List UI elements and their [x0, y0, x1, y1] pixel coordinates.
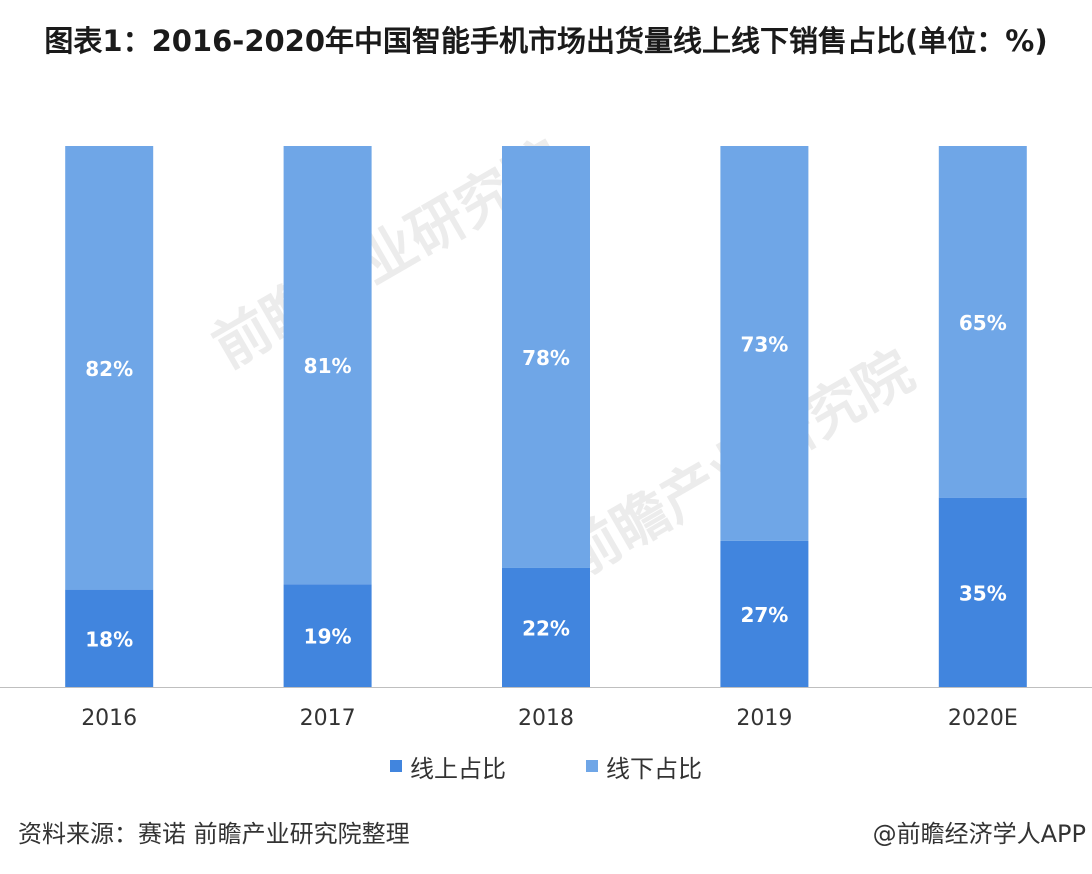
- legend: 线上占比 线下占比: [0, 748, 1092, 784]
- x-tick-label-2019: 2019: [736, 706, 792, 731]
- bar-offline-2017: [283, 146, 372, 585]
- data-label-online-2020E: 35%: [959, 581, 1007, 605]
- bar-online-2016: [65, 589, 154, 687]
- bar-offline-2020E: [938, 146, 1027, 498]
- source-note: 资料来源：赛诺 前瞻产业研究院整理: [18, 820, 410, 848]
- bar-offline-2019: [720, 146, 809, 541]
- x-tick-label-2020E: 2020E: [948, 706, 1018, 731]
- legend-item-online: 线上占比: [390, 749, 506, 784]
- x-tick-label-2017: 2017: [300, 706, 356, 731]
- x-tick-label-2016: 2016: [81, 706, 137, 731]
- data-label-online-2018: 22%: [522, 616, 570, 640]
- data-label-online-2019: 27%: [740, 603, 788, 627]
- bar-online-2017: [283, 584, 372, 687]
- bar-offline-2016: [65, 146, 154, 590]
- legend-label-offline: 线下占比: [606, 754, 702, 783]
- legend-item-offline: 线下占比: [586, 749, 702, 784]
- bar-online-2018: [502, 567, 590, 687]
- data-label-offline-2020E: 65%: [959, 311, 1007, 335]
- legend-swatch-offline: [586, 760, 598, 772]
- data-label-online-2017: 19%: [304, 625, 352, 649]
- bar-offline-2018: [502, 146, 590, 568]
- chart-title: 图表1：2016-2020年中国智能手机市场出货量线上线下销售占比(单位：%): [44, 24, 1048, 58]
- legend-swatch-online: [390, 760, 402, 772]
- stacked-bar-chart: 18% 82% 2016 19% 81% 2017 22% 78% 2018 27% 73% 2019…: [0, 146, 1092, 731]
- bar-online-2019: [720, 540, 809, 687]
- data-label-offline-2019: 73%: [740, 332, 788, 356]
- data-label-offline-2017: 81%: [304, 354, 352, 378]
- bar-online-2020E: [938, 497, 1027, 687]
- data-label-offline-2018: 78%: [522, 346, 570, 370]
- data-label-online-2016: 18%: [85, 627, 133, 651]
- legend-label-online: 线上占比: [410, 754, 506, 783]
- data-label-offline-2016: 82%: [85, 357, 133, 381]
- x-tick-label-2018: 2018: [518, 706, 574, 731]
- credit-note: @前瞻经济学人APP: [872, 820, 1086, 848]
